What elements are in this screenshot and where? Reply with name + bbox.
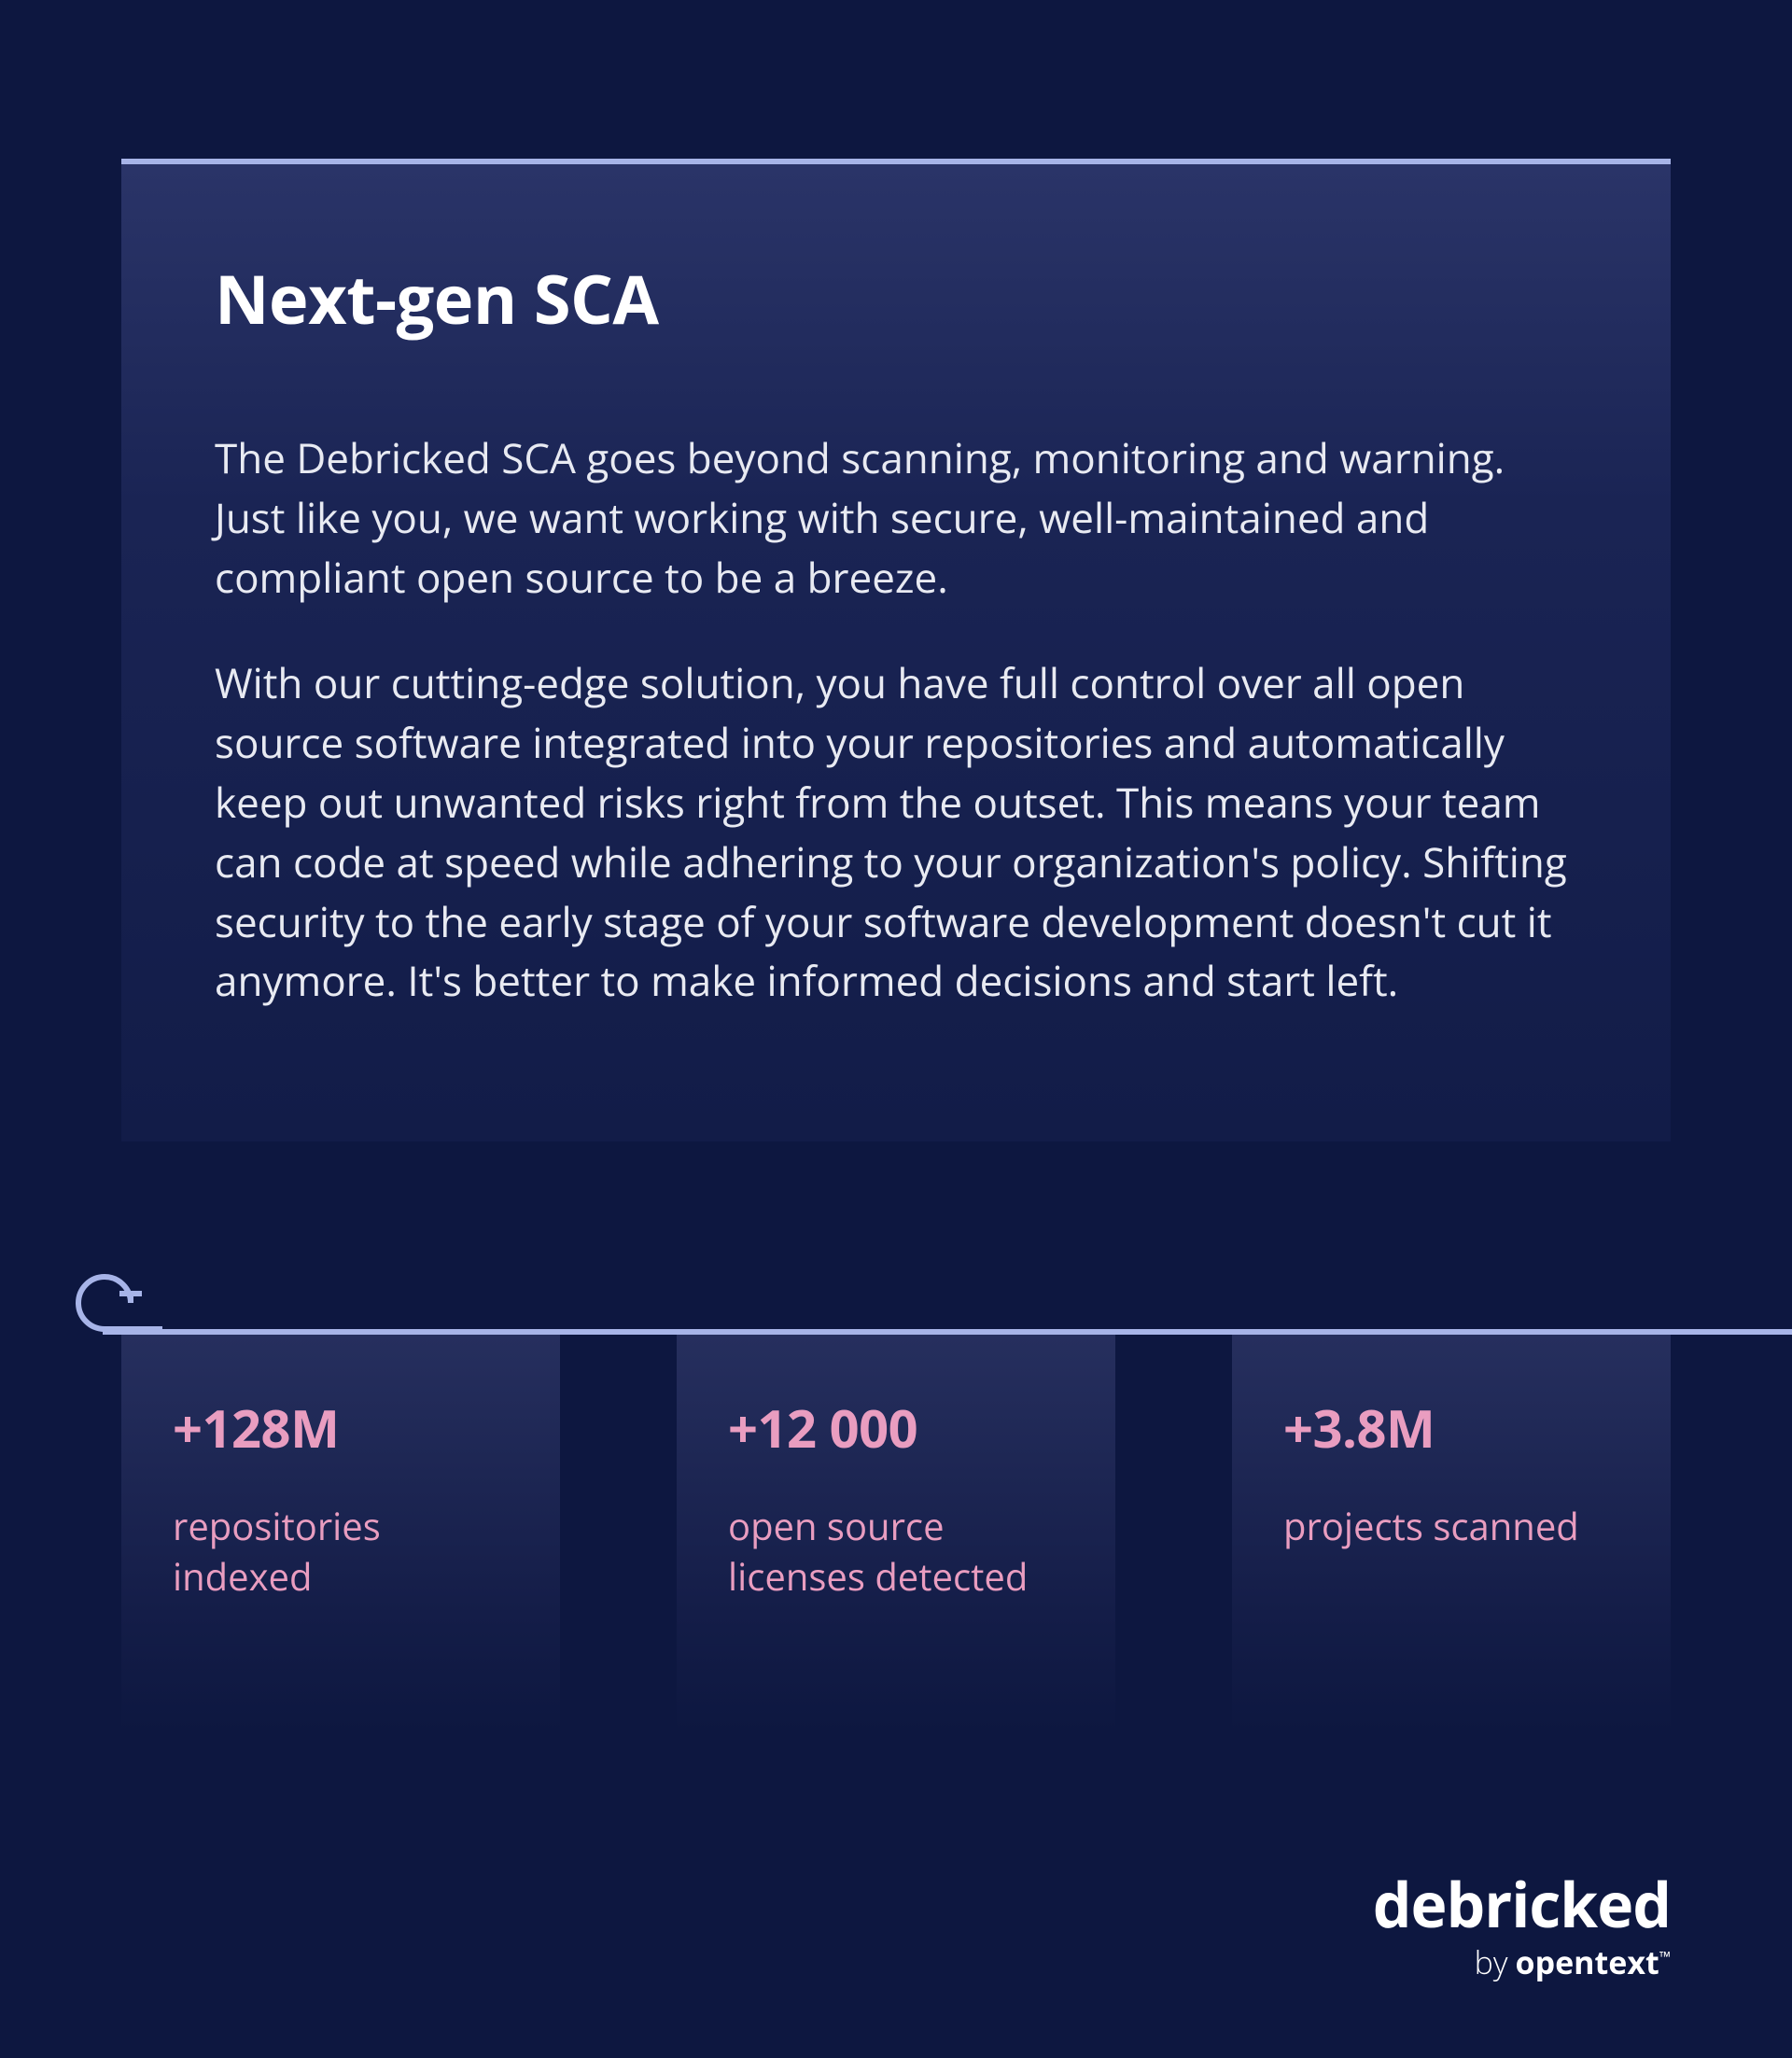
stats-section: +128M repositories indexed +12 000 open … [0, 1297, 1792, 1732]
stat-value: +128M [173, 1393, 509, 1463]
stat-box: +12 000 open source licenses detected [677, 1335, 1115, 1732]
hero-card: Next-gen SCA The Debricked SCA goes beyo… [121, 159, 1671, 1141]
trademark-icon: ™ [1659, 1947, 1671, 1967]
logo-byline: by opentext™ [1373, 1940, 1671, 1983]
stat-value: +3.8M [1283, 1393, 1619, 1463]
curl-decoration-icon [60, 1247, 144, 1331]
stats-row: +128M repositories indexed +12 000 open … [0, 1297, 1792, 1732]
hero-paragraph-2: With our cutting-edge solution, you have… [215, 653, 1577, 1011]
hero-title: Next-gen SCA [215, 253, 1577, 344]
stat-label: projects scanned [1283, 1501, 1619, 1551]
stat-value: +12 000 [728, 1393, 1064, 1463]
stat-box: +128M repositories indexed [121, 1335, 560, 1732]
logo-wordmark: debricked [1373, 1873, 1671, 1935]
stat-label: repositories indexed [173, 1501, 509, 1602]
stat-box: +3.8M projects scanned [1232, 1335, 1671, 1732]
logo-by-text: by [1475, 1940, 1508, 1983]
logo-brand-text: opentext [1516, 1940, 1659, 1983]
stat-label: open source licenses detected [728, 1501, 1064, 1602]
divider-line [103, 1329, 1792, 1335]
logo: debricked by opentext™ [1373, 1873, 1671, 1983]
hero-paragraph-1: The Debricked SCA goes beyond scanning, … [215, 428, 1577, 607]
